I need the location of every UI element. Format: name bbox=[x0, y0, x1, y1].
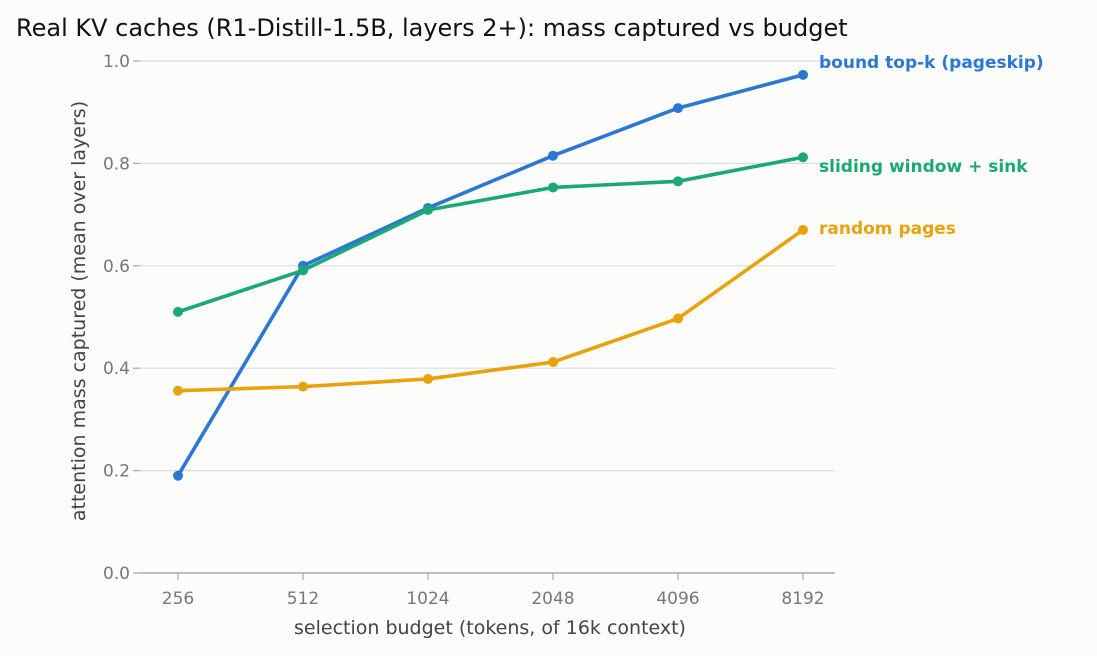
series-line bbox=[176, 228, 805, 393]
series-group: bound top-k (pageskip) sliding window + s… bbox=[173, 53, 1044, 481]
series-line bbox=[176, 73, 805, 478]
y-tick-label: 0.6 bbox=[103, 257, 130, 277]
series-line bbox=[176, 155, 805, 314]
y-tick-label: 0.8 bbox=[103, 154, 130, 174]
series-3: random pages bbox=[173, 219, 956, 396]
data-point bbox=[173, 385, 183, 396]
data-point bbox=[548, 357, 558, 368]
data-point bbox=[548, 182, 558, 193]
series-1: bound top-k (pageskip) bbox=[173, 53, 1044, 481]
series-label: random pages bbox=[819, 219, 956, 239]
series-label: sliding window + sink bbox=[819, 157, 1028, 177]
data-point bbox=[298, 265, 308, 276]
x-tick-label: 256 bbox=[162, 589, 194, 609]
data-point bbox=[798, 152, 808, 163]
data-point bbox=[673, 176, 683, 187]
y-tick-label: 1.0 bbox=[103, 52, 130, 72]
data-point bbox=[673, 313, 683, 324]
y-ticks: 0.0 0.2 0.4 0.6 0.8 1.0 bbox=[103, 52, 140, 584]
x-axis-label: selection budget (tokens, of 16k context… bbox=[294, 617, 686, 639]
x-tick-label: 8192 bbox=[781, 589, 824, 609]
data-point bbox=[798, 69, 808, 80]
data-point bbox=[548, 150, 558, 161]
series-label: bound top-k (pageskip) bbox=[819, 53, 1044, 73]
data-point bbox=[673, 103, 683, 114]
x-tick-label: 512 bbox=[287, 589, 319, 609]
data-point bbox=[423, 204, 433, 215]
x-tick-label: 1024 bbox=[406, 589, 449, 609]
y-tick-label: 0.2 bbox=[103, 462, 130, 482]
y-axis-label: attention mass captured (mean over layer… bbox=[68, 101, 90, 521]
data-point bbox=[798, 224, 808, 235]
grid bbox=[140, 60, 835, 472]
data-point bbox=[173, 470, 183, 481]
chart-title: Real KV caches (R1-Distill-1.5B, layers … bbox=[16, 14, 848, 42]
series-2: sliding window + sink bbox=[173, 152, 1028, 317]
data-point bbox=[298, 381, 308, 392]
x-tick-label: 4096 bbox=[656, 589, 699, 609]
y-tick-label: 0.0 bbox=[103, 564, 130, 584]
data-point bbox=[423, 373, 433, 384]
y-tick-label: 0.4 bbox=[103, 359, 130, 379]
data-point bbox=[173, 306, 183, 317]
x-ticks: 256 512 1024 2048 4096 8192 bbox=[162, 573, 825, 609]
x-tick-label: 2048 bbox=[531, 589, 574, 609]
